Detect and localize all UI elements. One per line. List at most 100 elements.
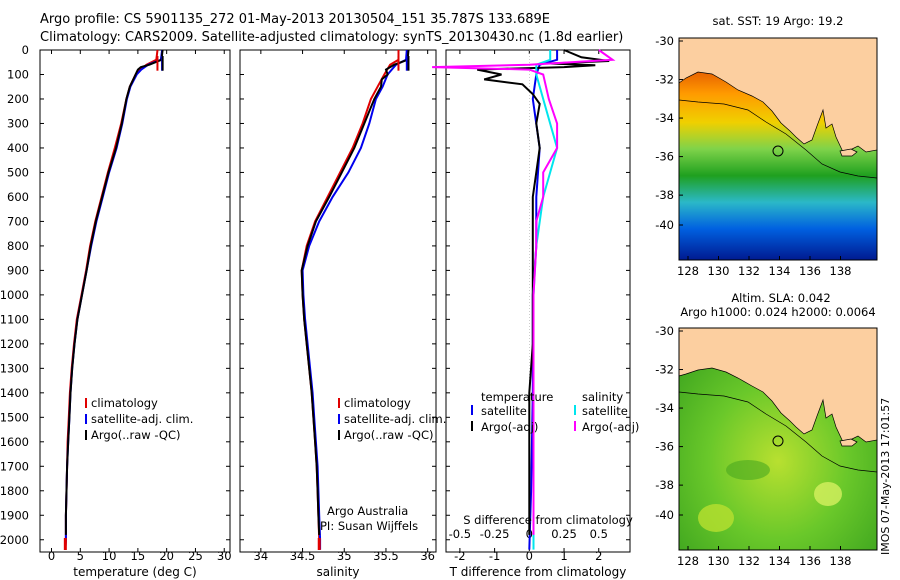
depth-tick-label: 1700 xyxy=(0,459,29,473)
map-lon-label: 128 xyxy=(677,264,699,278)
x-tick-label: 35 xyxy=(337,549,352,563)
x-tick-label: 35.5 xyxy=(373,549,399,563)
sst-map-ticks: -30 -32 -34 -36 -38 -40 128 130 132 134 136 138 xyxy=(655,34,851,278)
series-argo-raw-qc- xyxy=(64,49,164,535)
sla-argo-position-marker xyxy=(772,435,784,447)
depth-tick-label: 1500 xyxy=(0,410,29,424)
map-lat-label: -40 xyxy=(655,508,674,522)
depth-tick-label: 100 xyxy=(7,67,29,81)
x-tick-label: 5 xyxy=(77,549,84,563)
map-lon-label: 136 xyxy=(799,554,821,568)
map-lat-label: -30 xyxy=(655,324,674,338)
legend-climatology-s: climatology xyxy=(344,396,411,410)
map-lon-label: 134 xyxy=(769,554,791,568)
x-tick-label: 2 xyxy=(595,549,602,563)
difference-legend: temperature satellite Argo(-adj) salinit… xyxy=(471,390,639,434)
temperature-xlabel: temperature (deg C) xyxy=(73,565,196,579)
legend-temp-satellite: satellite xyxy=(481,404,527,418)
x-tick-label: 30 xyxy=(217,549,232,563)
depth-tick-label: 1800 xyxy=(0,484,29,498)
sla-map-ticks: -30 -32 -34 -36 -38 -40 128 130 132 134 136 138 xyxy=(655,324,851,568)
temperature-plot-frame xyxy=(39,49,231,553)
x-tick-label: 34.5 xyxy=(290,549,316,563)
pi-label: PI: Susan Wijffels xyxy=(320,519,418,533)
kangaroo-island xyxy=(839,148,858,157)
series-layer xyxy=(63,49,616,550)
map-lon-label: 128 xyxy=(677,554,699,568)
depth-tick-label: 1000 xyxy=(0,288,29,302)
legend-sal-argo: Argo(-adj) xyxy=(582,420,639,434)
depth-tick-label: 1900 xyxy=(0,508,29,522)
x-tick-label: 20 xyxy=(159,549,174,563)
map-lat-label: -38 xyxy=(655,478,674,492)
x-tick-label: 10 xyxy=(102,549,117,563)
map-lat-label: -32 xyxy=(655,73,674,87)
x-tick-label: 34 xyxy=(254,549,269,563)
x-tick-label: 25 xyxy=(188,549,203,563)
depth-tick-label: 900 xyxy=(7,263,29,277)
series-salinity-argo-adj- xyxy=(432,49,616,535)
map-lon-label: 138 xyxy=(830,554,852,568)
tick-layer: 0 5 10 15 20 25 30 34 34.5 35 35.5 36 -2 -1 0 1 2 -0.5 -0.… xyxy=(40,49,630,563)
series-argo-raw-qc- xyxy=(300,49,410,535)
map-lon-label: 130 xyxy=(708,554,730,568)
map-lat-label: -34 xyxy=(655,111,674,125)
s-tick-label: 0.5 xyxy=(590,527,608,541)
sla-map-subtitle: Argo h1000: 0.024 h2000: 0.0064 xyxy=(680,305,875,319)
sla-map-title: Altim. SLA: 0.042 xyxy=(731,291,830,305)
depth-tick-label: 0 xyxy=(22,43,29,57)
legend-salinity-heading: salinity xyxy=(582,390,623,404)
depth-tick-label: 300 xyxy=(7,116,29,130)
depth-tick-label: 400 xyxy=(7,141,29,155)
s-tick-label: -0.25 xyxy=(480,527,510,541)
profile-title: Argo profile: CS 5901135_272 01-May-2013… xyxy=(40,12,550,27)
map-lon-label: 130 xyxy=(708,264,730,278)
climatology-title: Climatology: CARS2009. Satellite-adjuste… xyxy=(40,30,624,45)
sst-depth-contour xyxy=(678,99,878,179)
map-lon-label: 134 xyxy=(769,264,791,278)
s-tick-label: 0.25 xyxy=(551,527,577,541)
sst-land xyxy=(678,37,878,153)
legend-temperature-heading: temperature xyxy=(481,390,553,404)
depth-tick-label: 1100 xyxy=(0,312,29,326)
depth-tick-label: 1200 xyxy=(0,337,29,351)
salinity-legend: climatology satellite-adj. clim. Argo(..… xyxy=(338,396,446,442)
depth-tick-label: 800 xyxy=(7,239,29,253)
depth-tick-label: 1300 xyxy=(0,361,29,375)
map-lat-label: -40 xyxy=(655,218,674,232)
t-difference-label: T difference from climatology xyxy=(449,565,627,579)
x-tick-label: 0 xyxy=(526,549,533,563)
s-tick-label: -0.5 xyxy=(449,527,471,541)
depth-axis: 0 100 200 300 400 500 600 700 800 900 1000 1100 1200… xyxy=(0,43,29,547)
legend-satellite-adj-s: satellite-adj. clim. xyxy=(344,412,446,426)
argo-australia-label: Argo Australia xyxy=(327,504,408,518)
map-lat-label: -34 xyxy=(655,401,674,415)
map-lat-label: -30 xyxy=(655,34,674,48)
depth-tick-label: 2000 xyxy=(0,533,29,547)
depth-tick-label: 700 xyxy=(7,214,29,228)
salinity-xlabel: salinity xyxy=(316,565,359,579)
legend-argo-raw-s: Argo(..raw -QC) xyxy=(344,428,434,442)
salinity-plot-frame xyxy=(239,49,437,553)
legend-climatology: climatology xyxy=(91,396,158,410)
legend-sal-satellite: satellite xyxy=(582,404,628,418)
depth-tick-label: 500 xyxy=(7,165,29,179)
depth-tick-label: 600 xyxy=(7,190,29,204)
imos-timestamp: IMOS 07-May-2013 17:01:57 xyxy=(879,397,892,555)
map-lon-label: 132 xyxy=(738,554,760,568)
sla-land xyxy=(678,327,878,443)
depth-tick-label: 1600 xyxy=(0,435,29,449)
temperature-legend: climatology satellite-adj. clim. Argo(..… xyxy=(85,396,193,442)
legend-temp-argo: Argo(-adj) xyxy=(481,420,538,434)
x-tick-label: -2 xyxy=(454,549,465,563)
sst-map-title: sat. SST: 19 Argo: 19.2 xyxy=(713,14,844,28)
x-tick-label: 36 xyxy=(420,549,435,563)
legend-argo-raw: Argo(..raw -QC) xyxy=(91,428,181,442)
map-lat-label: -38 xyxy=(655,188,674,202)
map-lat-label: -36 xyxy=(655,440,674,454)
map-lat-label: -32 xyxy=(655,363,674,377)
s-difference-label: S difference from climatology xyxy=(463,513,633,527)
sla-depth-contour xyxy=(678,391,878,473)
x-tick-label: 15 xyxy=(131,549,146,563)
